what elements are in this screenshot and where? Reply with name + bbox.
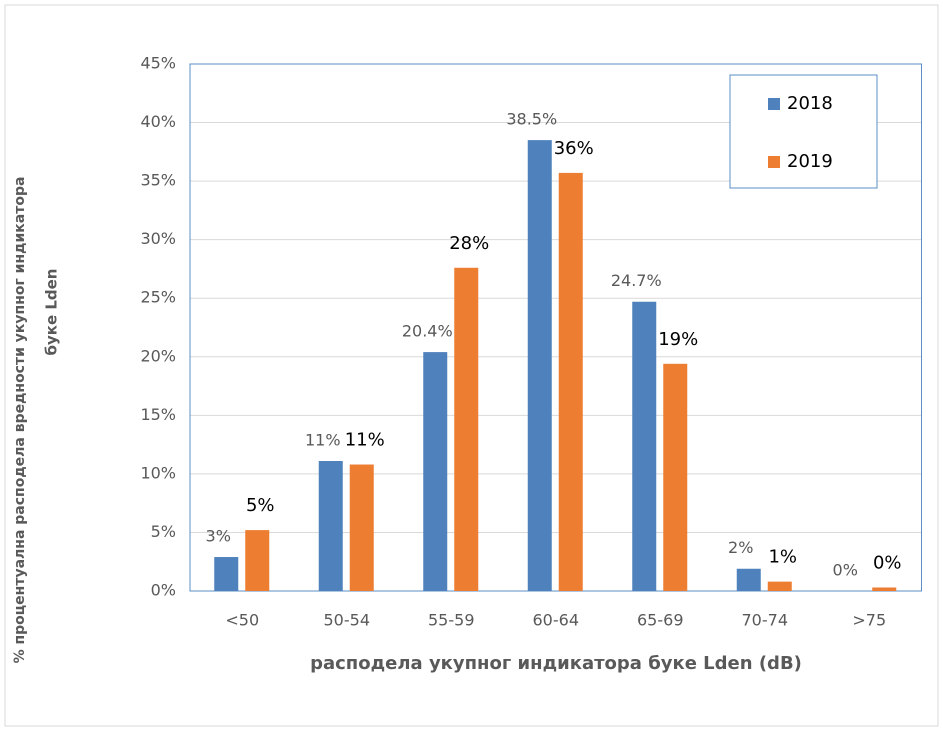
- y-axis-title: % процентуална расподела вредности укупн…: [12, 177, 28, 664]
- bar: [214, 557, 239, 591]
- x-tick-label: <50: [225, 611, 259, 630]
- legend-swatch: [768, 156, 780, 168]
- plot-frame: [189, 63, 922, 592]
- data-label: 11%: [305, 431, 341, 450]
- bar: [423, 352, 448, 591]
- y-tick-label: 0%: [151, 581, 176, 600]
- bar: [454, 267, 479, 591]
- y-tick-label: 40%: [140, 112, 176, 131]
- data-label: 5%: [246, 495, 275, 516]
- x-tick-label: 65-69: [637, 611, 684, 630]
- y-tick-label: 35%: [140, 171, 176, 190]
- bar: [736, 568, 761, 591]
- y-tick-label: 45%: [140, 54, 176, 73]
- x-tick-label: 50-54: [324, 611, 371, 630]
- data-label: 0%: [833, 561, 858, 580]
- bar: [349, 464, 374, 591]
- x-tick-label: 70-74: [742, 611, 789, 630]
- data-label: 36%: [554, 138, 594, 159]
- legend-label: 2019: [787, 151, 833, 172]
- legend-swatch: [768, 98, 780, 110]
- y-tick-label: 5%: [151, 522, 176, 541]
- bar: [872, 587, 897, 591]
- y-axis-title: буке Lden: [43, 269, 61, 356]
- data-label: 2%: [728, 538, 753, 557]
- bar: [767, 581, 792, 591]
- y-tick-label: 20%: [140, 346, 176, 365]
- bar: [318, 461, 343, 591]
- bar: [527, 140, 552, 591]
- x-tick-label: 55-59: [428, 611, 475, 630]
- legend-box: [729, 74, 878, 189]
- bar: [558, 172, 583, 591]
- data-label: 28%: [449, 233, 489, 254]
- legend-label: 2018: [787, 93, 833, 114]
- x-axis-title: расподела укупног индикатора буке Lden (…: [310, 653, 802, 674]
- data-label: 20.4%: [402, 322, 453, 341]
- data-label: 1%: [768, 547, 797, 568]
- data-label: 38.5%: [506, 110, 557, 129]
- y-tick-label: 30%: [140, 229, 176, 248]
- x-tick-label: 60-64: [533, 611, 580, 630]
- bar: [663, 363, 688, 591]
- bar: [245, 530, 270, 591]
- data-label: 11%: [345, 430, 385, 451]
- data-label: 3%: [206, 527, 231, 546]
- x-tick-label: >75: [852, 611, 886, 630]
- y-tick-label: 10%: [140, 463, 176, 482]
- data-label: 0%: [873, 552, 902, 573]
- y-tick-label: 25%: [140, 288, 176, 307]
- y-tick-label: 15%: [140, 405, 176, 424]
- data-label: 19%: [658, 329, 698, 350]
- data-label: 24.7%: [611, 271, 662, 290]
- bar: [632, 301, 657, 591]
